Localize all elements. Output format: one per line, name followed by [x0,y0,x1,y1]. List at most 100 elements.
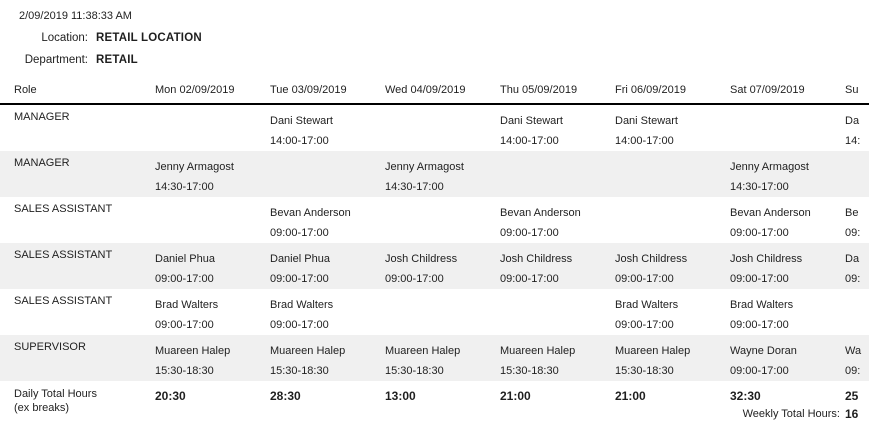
shift-employee-name: Josh Childress [500,253,573,265]
shift-time [730,131,842,151]
role-cell: MANAGER [14,111,70,123]
daily-total-mon: 20:30 [155,389,186,403]
role-cell: MANAGER [14,157,70,169]
department-value: RETAIL [96,54,138,66]
shift-cell: Josh Childress 09:00-17:00 [612,243,727,289]
shift-employee-name: Jenny Armagost [730,161,809,173]
shift-cell: Daniel Phua 09:00-17:00 [267,243,382,289]
shift-cell [382,197,497,243]
role-cell: SUPERVISOR [14,341,86,353]
shift-employee-name [500,157,612,177]
shift-time: 14: [845,135,861,147]
column-header-sun: Su [842,76,869,105]
daily-total-wed: 13:00 [385,389,416,403]
shift-cell [497,289,612,335]
column-header-wed: Wed 04/09/2019 [382,76,497,105]
roster-row: SALES ASSISTANT Brad Walters 09:00-17:00 Br… [0,289,869,335]
shift-time: 14:30-17:00 [730,181,789,193]
shift-employee-name [730,111,842,131]
shift-cell [842,151,869,197]
shift-employee-name: Daniel Phua [155,253,215,265]
shift-time: 09:00-17:00 [615,273,674,285]
shift-cell [612,151,727,197]
shift-time: 09:00-17:00 [155,273,214,285]
shift-employee-name: Josh Childress [730,253,803,265]
column-header-sat: Sat 07/09/2019 [727,76,842,105]
shift-cell [382,104,497,151]
shift-employee-name: Brad Walters [615,299,679,311]
location-label: Location: [41,32,88,44]
shift-employee-name: Be [845,207,859,219]
shift-employee-name: Jenny Armagost [385,161,464,173]
shift-cell: Dani Stewart 14:00-17:00 [497,104,612,151]
shift-time [845,177,869,197]
roster-table-body: MANAGER Dani Stewart 14:00-17:00 Dani Stewa… [0,104,869,381]
shift-cell [152,197,267,243]
shift-cell: Bevan Anderson 09:00-17:00 [497,197,612,243]
shift-time: 09:00-17:00 [155,319,214,331]
shift-employee-name: Muareen Halep [615,345,691,357]
daily-total-label: Daily Total Hours [14,388,97,400]
roster-table-footer: Daily Total Hours (ex breaks) 20:30 28:3… [0,381,869,421]
shift-time: 15:30-18:30 [500,365,559,377]
shift-time: 09:00-17:00 [730,365,789,377]
shift-cell [497,151,612,197]
shift-time: 09:00-17:00 [270,319,329,331]
column-header-role: Role [0,76,152,105]
shift-time [615,177,727,197]
column-header-thu: Thu 05/09/2019 [497,76,612,105]
shift-cell: Bevan Anderson 09:00-17:00 [267,197,382,243]
shift-time: 09:00-17:00 [730,273,789,285]
shift-cell [727,104,842,151]
shift-employee-name: Bevan Anderson [730,207,811,219]
shift-cell: Da 09: [842,243,869,289]
shift-employee-name: Wayne Doran [730,345,797,357]
shift-time: 14:00-17:00 [615,135,674,147]
shift-time: 15:30-18:30 [615,365,674,377]
daily-total-thu: 21:00 [500,389,531,403]
daily-total-sat: 32:30 Weekly Total Hours: [727,381,842,421]
shift-cell: Dani Stewart 14:00-17:00 [267,104,382,151]
shift-employee-name: Dani Stewart [500,115,563,127]
shift-time [500,177,612,197]
shift-cell: Muareen Halep 15:30-18:30 [497,335,612,381]
shift-time: 09: [845,273,861,285]
header-row: Role Mon 02/09/2019 Tue 03/09/2019 Wed 0… [0,76,869,105]
shift-cell: Daniel Phua 09:00-17:00 [152,243,267,289]
shift-employee-name: Brad Walters [155,299,219,311]
shift-cell: Muareen Halep 15:30-18:30 [152,335,267,381]
daily-total-tue: 28:30 [270,389,301,403]
report-timestamp: 2/09/2019 11:38:33 AM [19,10,132,22]
shift-cell: Brad Walters 09:00-17:00 [727,289,842,335]
shift-time: 09:00-17:00 [500,273,559,285]
shift-employee-name [270,157,382,177]
shift-cell: Josh Childress 09:00-17:00 [382,243,497,289]
shift-cell: Brad Walters 09:00-17:00 [267,289,382,335]
shift-employee-name: Da [845,253,860,265]
shift-cell: Jenny Armagost 14:30-17:00 [152,151,267,197]
shift-cell: Muareen Halep 15:30-18:30 [612,335,727,381]
roster-row: SALES ASSISTANT Bevan Anderson 09:00-17:00… [0,197,869,243]
shift-employee-name: Josh Childress [385,253,458,265]
role-cell: SALES ASSISTANT [14,295,113,307]
shift-employee-name [615,157,727,177]
shift-employee-name [845,295,869,315]
shift-cell [842,289,869,335]
shift-time: 14:30-17:00 [385,181,444,193]
roster-row: MANAGER Jenny Armagost 14:30-17:00 Jenny Ar… [0,151,869,197]
shift-cell [612,197,727,243]
shift-employee-name: Brad Walters [730,299,794,311]
shift-employee-name: Muareen Halep [385,345,461,357]
shift-cell: Brad Walters 09:00-17:00 [152,289,267,335]
shift-cell [267,151,382,197]
weekly-total-value: 16 [845,407,859,421]
shift-time: 09:00-17:00 [730,227,789,239]
totals-row: Daily Total Hours (ex breaks) 20:30 28:3… [0,381,869,421]
shift-employee-name [385,203,497,223]
shift-time [385,223,497,243]
department-line: Department: RETAIL [0,54,869,66]
shift-time: 15:30-18:30 [270,365,329,377]
shift-employee-name: Da [845,115,860,127]
shift-cell: Dani Stewart 14:00-17:00 [612,104,727,151]
shift-employee-name: Dani Stewart [270,115,333,127]
